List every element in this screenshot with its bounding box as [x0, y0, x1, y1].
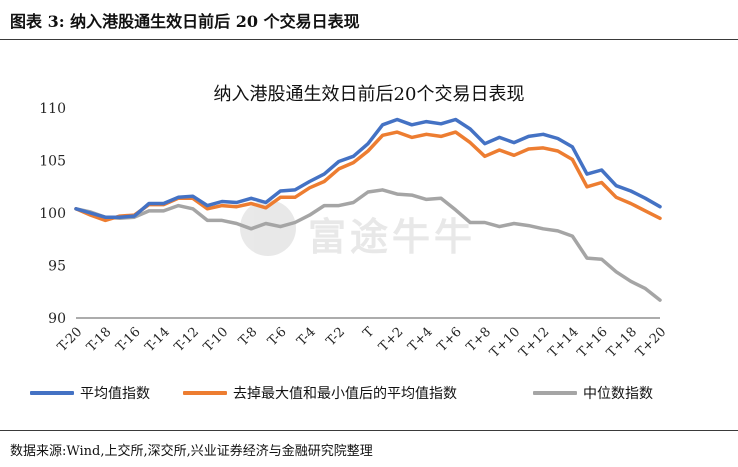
x-tick-label: T-14 [143, 325, 173, 355]
x-tick-label: T+16 [575, 325, 611, 361]
figure-title: 图表 3: 纳入港股通生效日前后 20 个交易日表现 [10, 12, 360, 31]
x-tick-label: T-18 [84, 325, 114, 355]
x-tick-label: T-16 [113, 325, 143, 355]
chart-title: 纳入港股通生效日前后20个交易日表现 [213, 84, 525, 105]
legend-swatch-median [533, 391, 577, 395]
series-line-avg [74, 117, 662, 219]
y-tick-label: 95 [48, 259, 66, 275]
legend-item-avg: 平均值指数 [30, 381, 150, 405]
y-tick-label: 100 [39, 206, 66, 222]
x-tick-label: T+4 [405, 325, 435, 355]
x-tick-label: T+20 [633, 325, 669, 361]
series-line-median [74, 188, 662, 302]
figure-header: 图表 3: 纳入港股通生效日前后 20 个交易日表现 [0, 0, 738, 40]
legend-item-median: 中位数指数 [533, 381, 653, 405]
x-tick-label: T+6 [435, 325, 465, 355]
x-tick-label: T-8 [236, 325, 261, 350]
chart-legend: 平均值指数 去掉最大值和最小值后的平均值指数 中位数指数 [0, 381, 738, 405]
legend-label-median: 中位数指数 [583, 386, 653, 402]
legend-swatch-avg [30, 391, 74, 395]
y-tick-label: 105 [39, 154, 66, 170]
x-tick-label: T-20 [55, 325, 85, 355]
x-tick-label: T-6 [265, 325, 290, 350]
y-tick-label: 90 [48, 311, 66, 327]
legend-swatch-trimmed [183, 391, 227, 395]
x-tick-label: T+18 [604, 325, 640, 361]
legend-label-avg: 平均值指数 [80, 386, 150, 402]
x-tick-label: T-4 [294, 325, 319, 350]
x-tick-label: T+2 [376, 325, 406, 355]
x-tick-label: T-10 [201, 325, 231, 355]
x-tick-label: T+12 [516, 325, 552, 361]
figure-footer: 数据来源:Wind,上交所,深交所,兴业证券经济与金融研究院整理 [0, 430, 738, 467]
x-tick-label: T+10 [487, 325, 523, 361]
y-tick-label: 110 [39, 101, 66, 117]
x-tick-label: T [361, 324, 378, 341]
x-tick-label: T-12 [172, 325, 202, 355]
legend-label-trimmed: 去掉最大值和最小值后的平均值指数 [233, 386, 457, 402]
legend-item-trimmed: 去掉最大值和最小值后的平均值指数 [183, 381, 457, 405]
x-tick-label: T-2 [324, 325, 349, 350]
source-note: 数据来源:Wind,上交所,深交所,兴业证券经济与金融研究院整理 [10, 444, 373, 459]
x-tick-label: T+14 [546, 325, 582, 361]
